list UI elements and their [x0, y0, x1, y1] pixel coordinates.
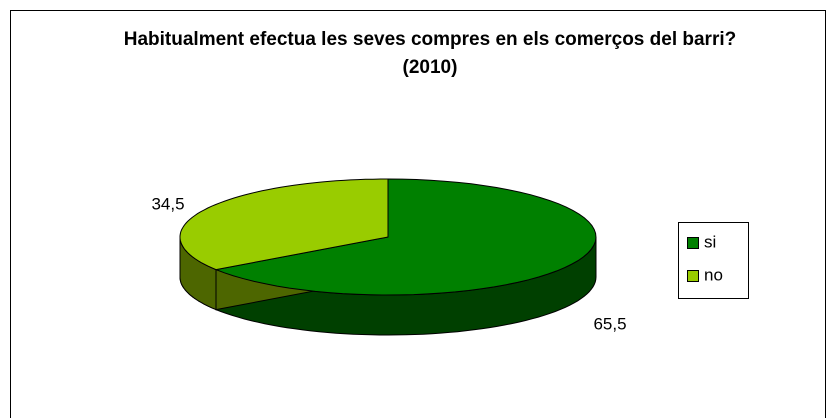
legend-label: si [704, 232, 716, 251]
legend-swatch [687, 270, 699, 282]
legend-box [678, 222, 749, 299]
pie-slice [179, 178, 389, 271]
chart-title: Habitualment efectua les seves compres e… [123, 29, 737, 78]
data-label: 34,5 [151, 194, 184, 213]
pie-slice [214, 178, 597, 296]
legend-label: no [704, 265, 723, 284]
data-label: 65,5 [593, 314, 626, 333]
legend-swatch [687, 237, 699, 249]
